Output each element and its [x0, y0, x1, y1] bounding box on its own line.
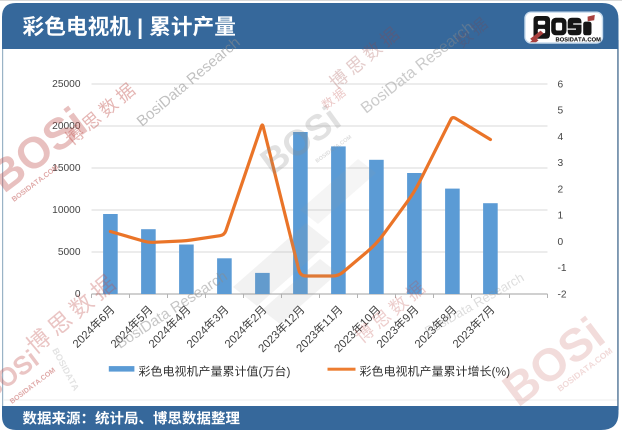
svg-text:25000: 25000	[52, 79, 81, 90]
svg-text:2: 2	[558, 184, 564, 195]
svg-text:5: 5	[558, 106, 564, 117]
svg-text:20000: 20000	[52, 121, 81, 132]
svg-text:5000: 5000	[58, 247, 81, 258]
svg-text:-2: -2	[558, 289, 567, 300]
svg-text:10000: 10000	[52, 205, 81, 216]
svg-text:3: 3	[558, 158, 564, 169]
svg-text:0: 0	[75, 289, 81, 300]
svg-text:-1: -1	[558, 263, 567, 274]
svg-text:1: 1	[558, 211, 564, 222]
svg-text:6: 6	[558, 79, 564, 90]
svg-text:4: 4	[558, 132, 564, 143]
svg-text:0: 0	[558, 237, 564, 248]
svg-text:15000: 15000	[52, 163, 81, 174]
